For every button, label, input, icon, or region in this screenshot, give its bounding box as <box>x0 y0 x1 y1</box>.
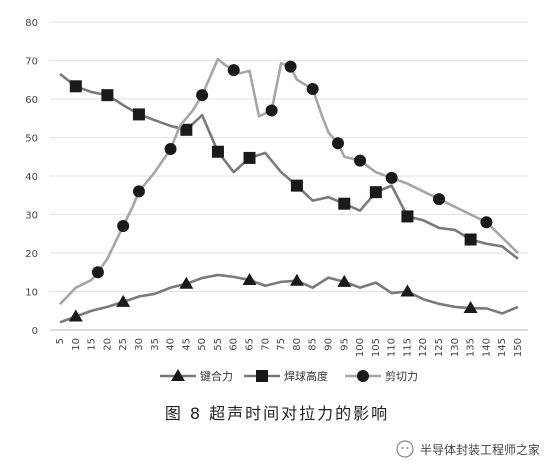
circle-marker <box>433 193 446 206</box>
x-tick-label: 80 <box>292 338 303 351</box>
square-marker <box>101 89 114 102</box>
x-tick-label: 40 <box>166 338 177 351</box>
legend-item: 键合力 <box>160 369 233 383</box>
x-tick-label: 150 <box>513 338 524 357</box>
series-line <box>59 72 519 260</box>
x-tick-label: 35 <box>150 338 161 351</box>
chart-series <box>59 57 519 324</box>
triangle-marker <box>289 273 304 286</box>
triangle-marker <box>68 309 83 322</box>
square-marker <box>132 108 145 121</box>
y-tick-label: 0 <box>32 326 38 337</box>
x-tick-label: 20 <box>102 338 113 351</box>
y-tick-label: 20 <box>25 249 38 260</box>
x-tick-label: 145 <box>497 338 508 357</box>
x-tick-label: 110 <box>387 338 398 357</box>
x-tick-label: 50 <box>197 338 208 351</box>
y-tick-label: 40 <box>25 172 38 183</box>
square-marker <box>180 123 193 136</box>
legend-item: 焊球高度 <box>244 369 328 383</box>
x-tick-label: 25 <box>118 338 129 351</box>
triangle-marker <box>337 274 352 287</box>
x-tick-label: 115 <box>402 338 413 357</box>
circle-marker <box>117 220 130 233</box>
figure-caption: 图 8 超声时间对拉力的影响 <box>164 404 390 423</box>
x-tick-label: 135 <box>466 338 477 357</box>
x-tick-label: 65 <box>245 338 256 351</box>
square-marker <box>69 80 82 93</box>
y-tick-label: 70 <box>25 57 38 68</box>
x-tick-label: 100 <box>355 338 366 357</box>
circle-marker <box>385 171 398 184</box>
square-marker <box>243 151 256 164</box>
square-marker <box>338 197 351 210</box>
square-marker <box>290 179 303 192</box>
circle-marker <box>265 104 278 117</box>
circle-marker <box>357 370 369 382</box>
x-tick-label: 15 <box>87 338 98 351</box>
circle-marker <box>132 185 145 198</box>
circle-marker <box>91 266 104 279</box>
triangle-marker <box>179 276 194 289</box>
square-marker <box>369 186 382 199</box>
circle-marker <box>354 154 367 167</box>
legend-item: 剪切力 <box>345 369 418 383</box>
x-tick-label: 55 <box>213 338 224 351</box>
y-tick-label: 30 <box>25 211 38 222</box>
series-triangle <box>59 272 519 324</box>
circle-marker <box>227 64 240 77</box>
x-tick-label: 60 <box>229 338 240 351</box>
y-tick-label: 10 <box>25 288 38 299</box>
square-marker <box>401 210 414 223</box>
watermark: 半导体封装工程师之家 <box>396 440 540 458</box>
legend-label: 焊球高度 <box>284 369 328 383</box>
x-tick-label: 45 <box>181 338 192 351</box>
x-tick-label: 130 <box>450 338 461 357</box>
square-marker <box>464 233 477 246</box>
triangle-marker <box>400 284 415 297</box>
triangle-marker <box>171 369 185 381</box>
x-tick-label: 5 <box>55 338 66 344</box>
x-tick-label: 85 <box>308 338 319 351</box>
triangle-marker <box>463 301 478 314</box>
circle-marker <box>306 82 319 95</box>
circle-marker <box>196 89 209 102</box>
legend-label: 剪切力 <box>385 369 418 383</box>
x-tick-label: 120 <box>418 338 429 357</box>
x-tick-label: 10 <box>71 338 82 351</box>
triangle-marker <box>116 294 131 307</box>
watermark-text: 半导体封装工程师之家 <box>419 442 540 457</box>
x-tick-label: 70 <box>260 338 271 351</box>
y-tick-label: 80 <box>25 18 38 29</box>
chart: 0 10 20 30 40 50 60 70 80 5 10 15 20 25 30 35 40 45 50 55 60… <box>25 18 528 383</box>
x-tick-label: 105 <box>371 338 382 357</box>
square-marker <box>211 145 224 158</box>
y-tick-label: 50 <box>25 134 38 145</box>
circle-marker <box>331 137 344 150</box>
circle-marker <box>164 143 177 156</box>
series-line <box>59 273 519 324</box>
x-tick-label: 95 <box>339 338 350 351</box>
circle-marker <box>284 60 297 73</box>
series-line <box>59 57 519 306</box>
x-tick-label: 140 <box>481 338 492 357</box>
square-marker <box>256 370 268 382</box>
wechat-icon <box>396 440 414 458</box>
x-tick-label: 75 <box>276 338 287 351</box>
x-tick-label: 125 <box>434 338 445 357</box>
chart-legend: 键合力 焊球高度 剪切力 <box>160 369 418 383</box>
circle-marker <box>480 216 493 229</box>
series-circle <box>59 57 519 306</box>
x-tick-label: 30 <box>134 338 145 351</box>
legend-label: 键合力 <box>200 369 233 383</box>
y-tick-label: 60 <box>25 95 38 106</box>
x-tick-label: 90 <box>323 338 334 351</box>
triangle-marker <box>242 272 257 285</box>
chart-axes: 0 10 20 30 40 50 60 70 80 5 10 15 20 25 30 35 40 45 50 55 60… <box>25 18 528 357</box>
series-square <box>59 72 519 260</box>
